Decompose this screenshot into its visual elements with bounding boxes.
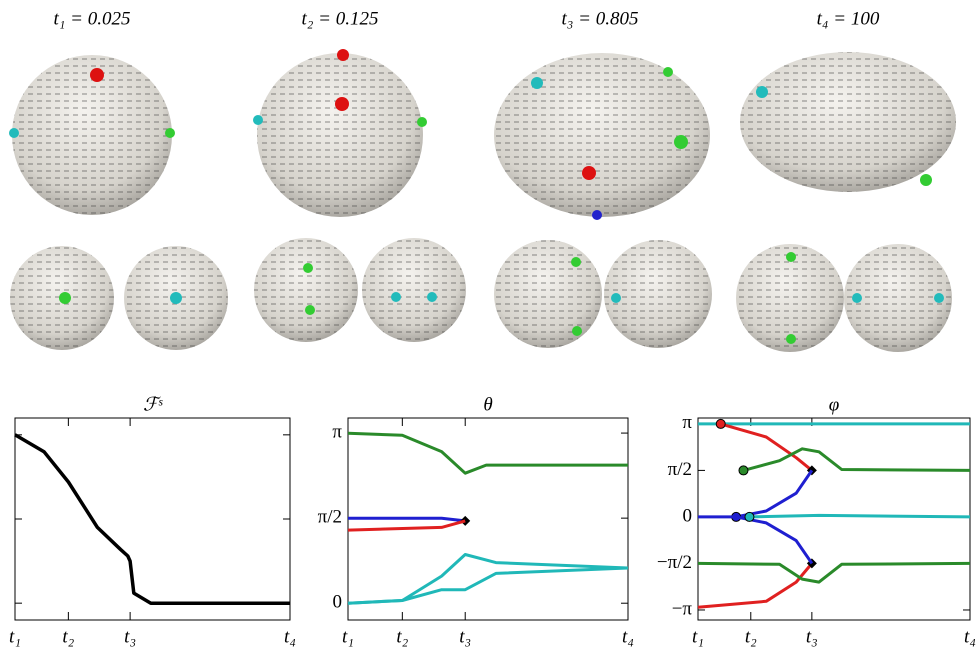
series-line <box>720 422 813 472</box>
sphere-small <box>10 238 952 352</box>
start-marker <box>715 418 726 429</box>
start-marker <box>738 465 749 476</box>
series-line <box>697 562 814 609</box>
chart-title: ℱˢ <box>143 394 163 415</box>
end-marker <box>460 515 471 526</box>
panel-title: t₄ = 100 <box>817 8 880 29</box>
series-line <box>735 469 814 519</box>
plot-frame <box>14 417 291 621</box>
y-tick-label: π/2 <box>318 507 342 528</box>
x-tick-label: t₁ <box>692 626 704 647</box>
y-tick-label: π <box>332 421 342 442</box>
x-tick-label: t₄ <box>622 626 634 647</box>
x-tick-label: t₃ <box>459 626 471 647</box>
series-line <box>743 447 971 472</box>
series-line <box>749 513 971 519</box>
panel-title: t₃ = 0.805 <box>562 8 639 29</box>
y-tick-label: π/2 <box>668 459 692 480</box>
y-tick-label: 0 <box>683 505 693 526</box>
y-tick-label: π <box>682 412 692 433</box>
x-tick-label: t₂ <box>396 626 408 647</box>
x-tick-label: t₃ <box>124 626 136 647</box>
x-tick-label: t₂ <box>745 626 757 647</box>
series-line <box>697 561 971 584</box>
x-tick-label: t₄ <box>964 626 976 647</box>
series-line <box>698 515 814 565</box>
sphere-large <box>9 55 175 215</box>
plot-frame <box>697 417 971 621</box>
panel-title: t₁ = 0.025 <box>54 8 131 29</box>
x-tick-label: t₄ <box>284 626 296 647</box>
y-tick-label: −π/2 <box>657 552 692 573</box>
spheres <box>9 49 956 352</box>
x-tick-label: t₃ <box>806 626 818 647</box>
chart-title: φ <box>829 394 840 415</box>
series-line <box>348 516 466 523</box>
x-tick-label: t₁ <box>342 626 354 647</box>
series-line <box>14 433 290 605</box>
series-line <box>347 431 628 475</box>
x-tick-label: t₂ <box>62 626 74 647</box>
panel-title: t₂ = 0.125 <box>302 8 379 29</box>
sphere-large <box>494 53 710 220</box>
chart-title: θ <box>483 394 492 415</box>
y-tick-label: −π <box>672 598 693 619</box>
series-line <box>347 566 629 605</box>
series-line <box>347 519 466 532</box>
x-tick-label: t₁ <box>9 626 21 647</box>
start-marker <box>744 511 755 522</box>
sphere-large <box>740 52 956 192</box>
sphere-large <box>253 49 427 217</box>
y-tick-label: 0 <box>333 592 343 613</box>
